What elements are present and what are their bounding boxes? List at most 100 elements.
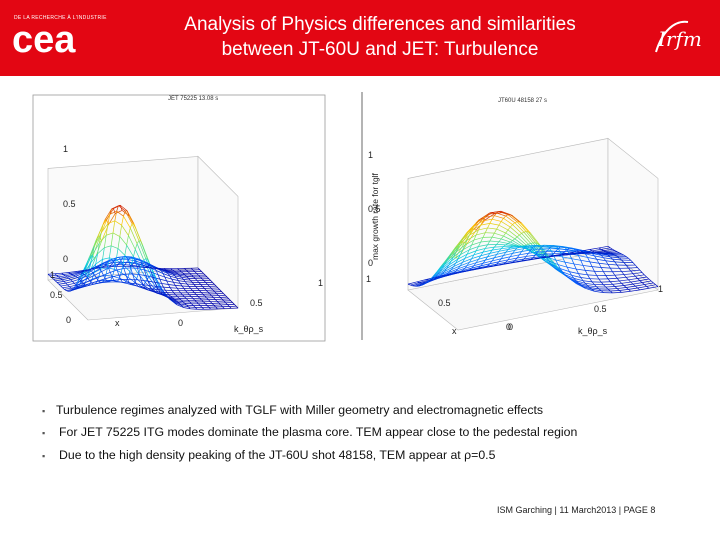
mesh-line (191, 303, 194, 306)
mesh-line (432, 273, 436, 277)
mesh-line (485, 215, 495, 218)
mesh-line (72, 287, 80, 290)
mesh-line (473, 268, 477, 271)
mesh-line (444, 256, 454, 266)
mesh-line (210, 301, 213, 304)
mesh-line (459, 262, 463, 266)
mesh-line (542, 255, 552, 257)
mesh-line (571, 252, 575, 254)
mesh-line (514, 247, 518, 251)
mesh-line (562, 256, 566, 263)
mesh-line (61, 279, 65, 282)
mesh-line (133, 262, 141, 266)
mesh-line (646, 276, 650, 280)
mesh-line (480, 237, 484, 243)
mesh-line (152, 274, 155, 276)
mesh-line (466, 269, 470, 272)
mesh-line (221, 298, 225, 302)
mesh-line (128, 257, 131, 260)
mesh-line (168, 284, 171, 288)
mesh-line (519, 221, 529, 233)
mesh-line (103, 272, 111, 276)
mesh-line (466, 234, 477, 241)
mesh-line (503, 252, 507, 256)
mesh-line (66, 288, 74, 291)
mesh-line (84, 277, 88, 283)
mesh-line (190, 288, 193, 291)
mesh-line (133, 258, 137, 263)
mesh-line (455, 258, 465, 264)
z-tick-label: 1 (63, 144, 68, 154)
mesh-line (573, 278, 584, 282)
mesh-line (92, 236, 101, 256)
y-tick-label: 0.5 (250, 298, 263, 308)
mesh-line (482, 260, 493, 264)
mesh-line (109, 245, 112, 258)
mesh-line (222, 306, 225, 309)
mesh-line (96, 276, 100, 282)
mesh-line (569, 271, 579, 274)
mesh-line (144, 279, 148, 283)
mesh-line (598, 288, 602, 292)
mesh-line (494, 254, 497, 258)
mesh-line (118, 256, 121, 260)
mesh-line (130, 267, 138, 269)
mesh-line (453, 262, 463, 267)
mesh-line (573, 263, 577, 270)
mesh-line (178, 280, 186, 283)
mesh-line (100, 267, 108, 270)
mesh-line (466, 249, 470, 255)
mesh-line (66, 276, 70, 279)
mesh-line (587, 285, 591, 288)
mesh-line (592, 289, 602, 292)
mesh-line (507, 247, 518, 250)
mesh-line (462, 235, 466, 240)
mesh-line (503, 244, 506, 247)
mesh-line (475, 229, 479, 236)
x-tick-label: 1 (366, 274, 371, 284)
mesh-line (200, 292, 204, 295)
mesh-line (512, 222, 516, 225)
mesh-line (607, 278, 611, 282)
mesh-line (141, 279, 149, 282)
mesh-line (535, 242, 538, 244)
mesh-line (471, 241, 481, 246)
mesh-line (126, 244, 134, 257)
mesh-line (600, 255, 604, 258)
mesh-line (505, 249, 509, 253)
mesh-line (203, 301, 206, 304)
mesh-line (432, 279, 436, 281)
mesh-line (123, 255, 126, 258)
mesh-line (478, 241, 482, 247)
mesh-line (464, 265, 468, 269)
mesh-line (598, 253, 602, 256)
mesh-line (124, 262, 127, 265)
mesh-line (117, 278, 120, 282)
mesh-line (614, 286, 618, 289)
mesh-line (105, 267, 108, 276)
mesh-line (537, 253, 541, 257)
mesh-line (584, 270, 588, 275)
mesh-line (525, 253, 529, 257)
mesh-line (58, 282, 66, 285)
mesh-line (503, 232, 507, 237)
mesh-line (441, 264, 445, 269)
mesh-line (84, 274, 87, 277)
mesh-line (124, 245, 127, 256)
mesh-line (164, 270, 167, 273)
mesh-line (65, 274, 73, 277)
mesh-line (195, 307, 198, 310)
mesh-line (179, 269, 182, 272)
mesh-line (471, 226, 475, 231)
mesh-line (187, 271, 191, 274)
mesh-line (555, 259, 559, 265)
mesh-line (99, 268, 102, 272)
mesh-line (453, 246, 457, 251)
mesh-line (113, 208, 116, 214)
mesh-line (466, 229, 470, 233)
mesh-line (469, 258, 472, 263)
mesh-line (562, 253, 565, 256)
mesh-line (505, 232, 516, 240)
mesh-line (578, 255, 588, 258)
mesh-line (159, 286, 162, 289)
